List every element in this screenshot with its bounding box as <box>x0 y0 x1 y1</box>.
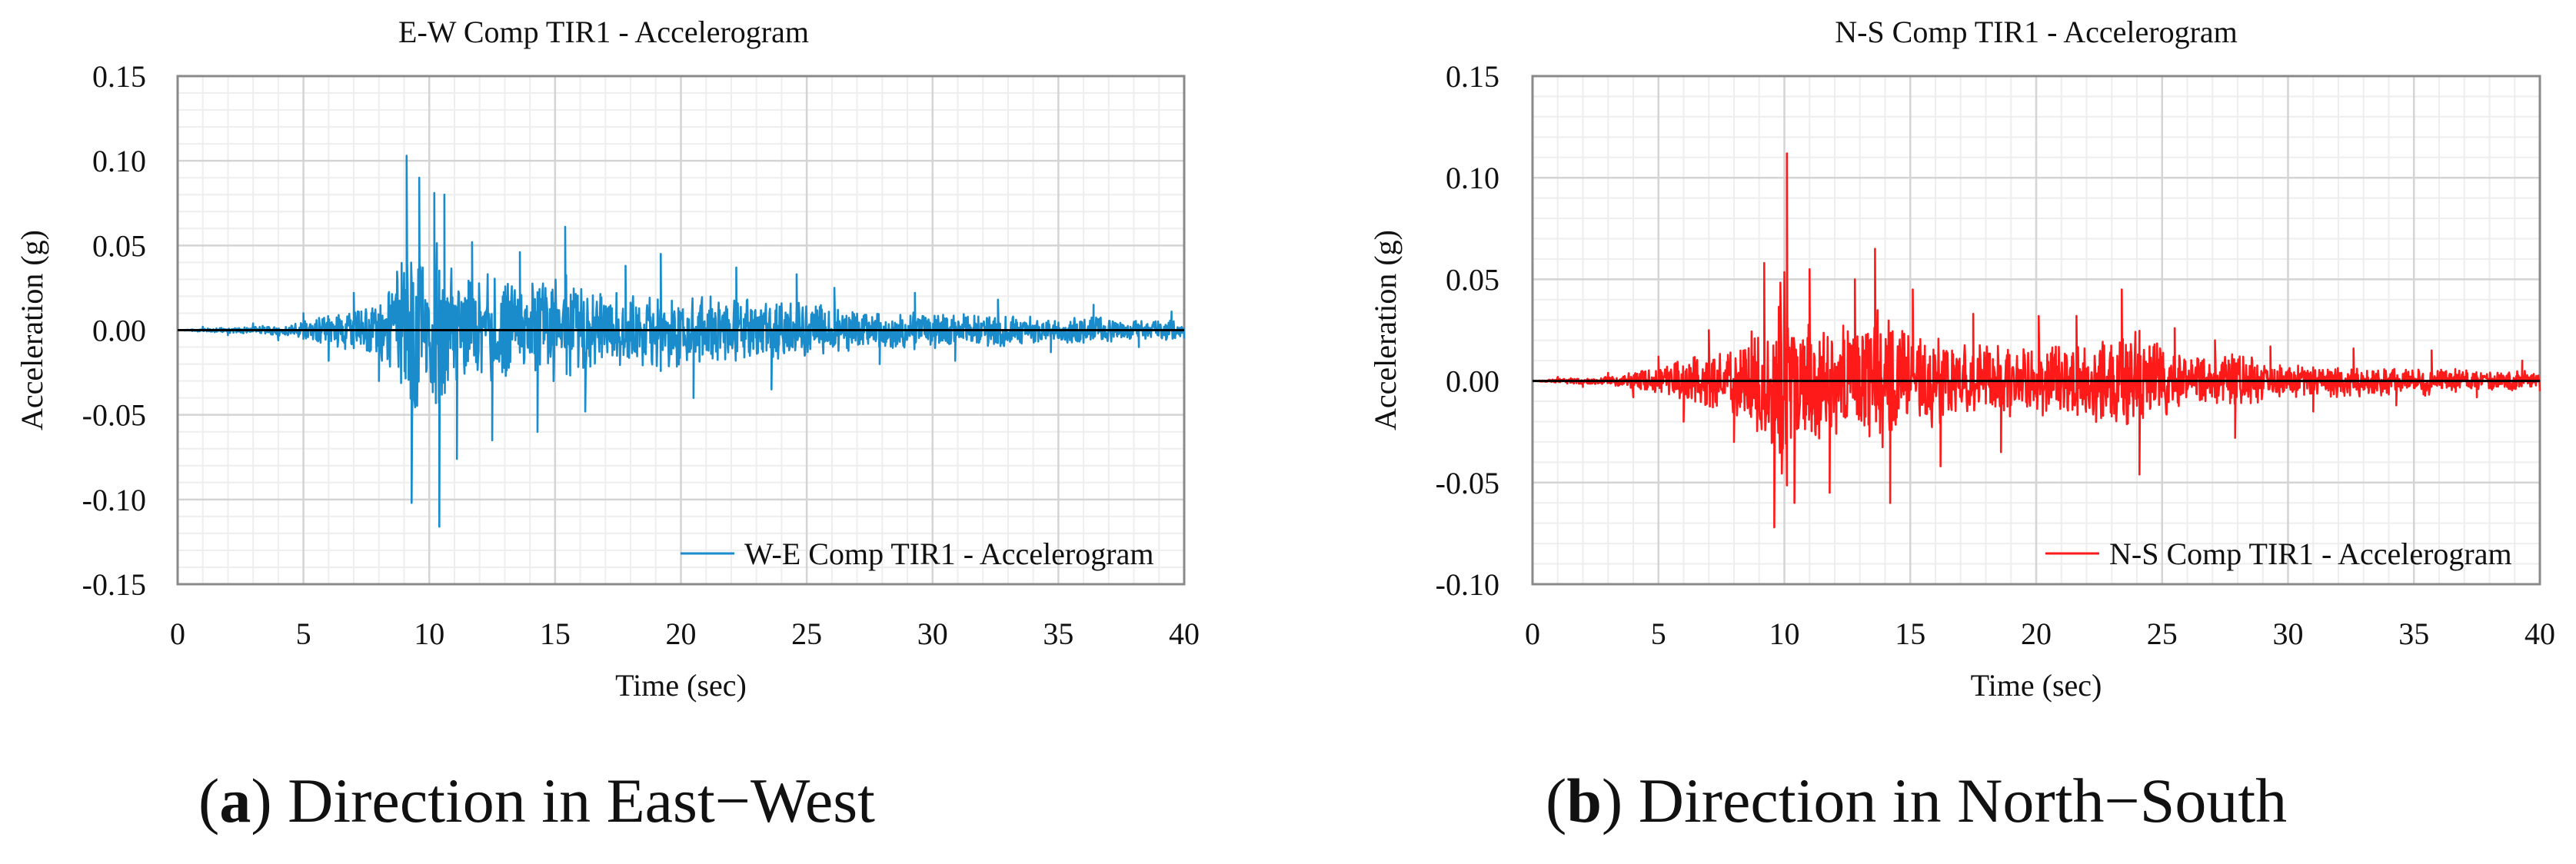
y-tick-label: 0.05 <box>1446 262 1499 297</box>
plot-area-border <box>1531 75 2541 586</box>
caption-b-letter: b <box>1566 766 1602 836</box>
y-tick-label: -0.10 <box>1436 567 1499 602</box>
y-tick-label: -0.10 <box>82 483 146 517</box>
caption-a-letter: a <box>219 766 251 836</box>
y-tick-label: 0.15 <box>92 59 146 94</box>
x-tick-label: 25 <box>2147 616 2178 651</box>
x-tick-label: 0 <box>170 616 185 651</box>
x-tick-label: 25 <box>791 616 822 651</box>
x-tick-label: 20 <box>2021 616 2052 651</box>
chart-title: E-W Comp TIR1 - Accelerogram <box>398 15 809 49</box>
x-tick-label: 15 <box>540 616 571 651</box>
x-tick-label: 35 <box>1043 616 1073 651</box>
x-tick-label: 35 <box>2398 616 2429 651</box>
caption-a: (a) Direction in East−West <box>198 766 875 836</box>
y-axis-label: Acceleration (g) <box>1368 230 1403 430</box>
y-axis-label: Acceleration (g) <box>15 230 49 430</box>
x-tick-label: 15 <box>1895 616 1925 651</box>
x-tick-label: 5 <box>296 616 311 651</box>
y-tick-label: -0.05 <box>1436 466 1499 500</box>
chart-east-west: 0 5 10 15 20 25 30 35 40 -0.15 -0.10 -0.05 0.00 0.05 0… <box>15 15 1200 703</box>
x-tick-label: 40 <box>2524 616 2555 651</box>
y-tick-label: -0.15 <box>82 567 146 602</box>
x-tick-label: 20 <box>666 616 697 651</box>
series-line <box>177 155 1186 528</box>
x-axis-label: Time (sec) <box>615 668 747 703</box>
x-tick-label: 5 <box>1651 616 1666 651</box>
y-tick-label: 0.10 <box>92 144 146 178</box>
y-tick-label: 0.05 <box>92 228 146 263</box>
caption-b-text: ) Direction in North−South <box>1601 766 2288 836</box>
y-tick-label: 0.00 <box>92 314 146 348</box>
chart-north-south: 0 5 10 15 20 25 30 35 40 -0.10 -0.05 0.00 0.05 0.10 0.… <box>1368 15 2555 703</box>
caption-a-text: ) Direction in East−West <box>251 766 875 836</box>
y-tick-label: 0.10 <box>1446 161 1499 195</box>
x-tick-label: 40 <box>1169 616 1200 651</box>
chart-title: N-S Comp TIR1 - Accelerogram <box>1835 15 2238 49</box>
legend-label: W-E Comp TIR1 - Accelerogram <box>744 537 1153 571</box>
x-tick-label: 30 <box>917 616 948 651</box>
legend-label: N-S Comp TIR1 - Accelerogram <box>2109 537 2512 571</box>
caption-b: (b) Direction in North−South <box>1546 766 2288 836</box>
x-axis-label: Time (sec) <box>1971 668 2102 703</box>
x-tick-label: 10 <box>1769 616 1800 651</box>
y-tick-label: -0.05 <box>82 398 146 433</box>
y-tick-label: 0.15 <box>1446 59 1499 94</box>
x-tick-label: 0 <box>1525 616 1540 651</box>
x-tick-label: 30 <box>2273 616 2304 651</box>
y-tick-label: 0.00 <box>1446 364 1499 399</box>
x-tick-label: 10 <box>414 616 444 651</box>
